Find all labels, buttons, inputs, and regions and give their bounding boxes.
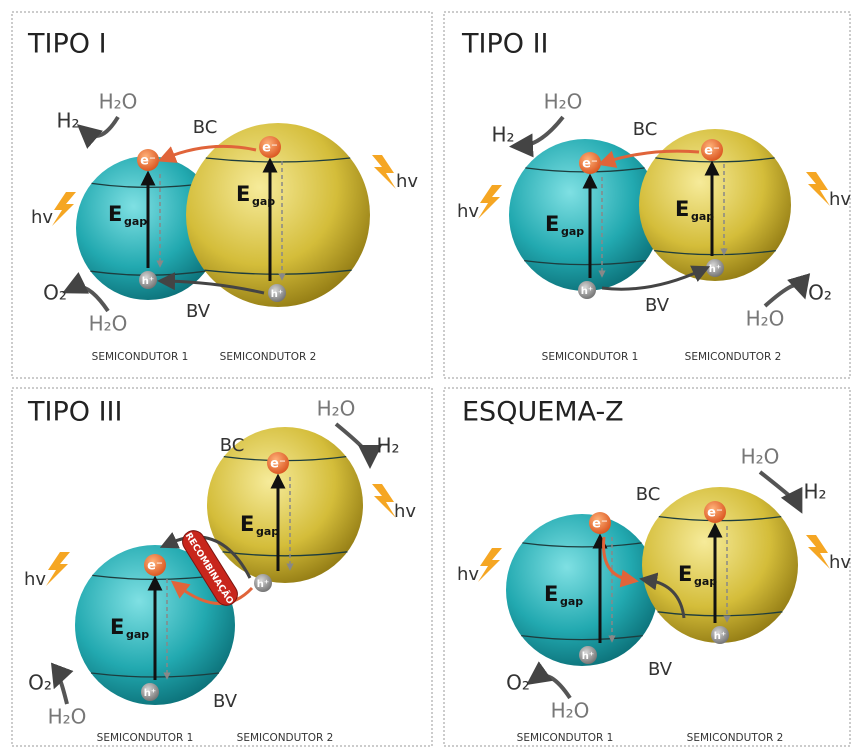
- semiconductor-label: SEMICONDUTOR 2: [687, 732, 784, 744]
- valence-band-label: BV: [186, 301, 211, 322]
- reactant-label: H₂O: [544, 90, 583, 114]
- panel-title: TIPO I: [27, 29, 107, 60]
- conduction-band-label: BC: [220, 435, 245, 456]
- lightning-icon: [372, 484, 396, 518]
- reactant-label: H₂O: [89, 312, 128, 336]
- gap-symbol: E: [675, 197, 689, 221]
- lightning-icon: [52, 192, 76, 226]
- gap-subscript: gap: [560, 595, 583, 608]
- gap-subscript: gap: [561, 225, 584, 238]
- hole-label: h⁺: [257, 579, 269, 590]
- lightning-icon: [46, 552, 70, 586]
- reactant-label: H₂O: [317, 397, 356, 421]
- valence-band-label: BV: [645, 295, 670, 316]
- gap-subscript: gap: [126, 628, 149, 641]
- oxidation-arrow: [536, 676, 570, 699]
- hole-label: h⁺: [582, 651, 594, 662]
- reactant-label: H₂O: [48, 705, 87, 729]
- product-label: O₂: [808, 281, 832, 305]
- electron-label: e⁻: [262, 141, 278, 156]
- reduction-arrow: [521, 117, 563, 146]
- gap-symbol: E: [240, 512, 254, 536]
- gap-symbol: E: [544, 582, 558, 606]
- hole-label: h⁺: [581, 286, 593, 297]
- gap-subscript: gap: [124, 215, 147, 228]
- semiconductor-label: SEMICONDUTOR 1: [97, 732, 194, 744]
- product-label: H₂: [56, 109, 79, 133]
- light-label: hv: [24, 569, 46, 590]
- reduction-arrow: [760, 472, 797, 503]
- lightning-icon: [806, 535, 830, 569]
- gap-subscript: gap: [691, 210, 714, 223]
- valence-band-label: BV: [648, 659, 673, 680]
- product-label: H₂: [491, 123, 514, 147]
- light-label: hv: [394, 501, 416, 522]
- reactant-label: H₂O: [99, 90, 138, 114]
- reactant-label: H₂O: [741, 445, 780, 469]
- electron-label: e⁻: [707, 506, 723, 521]
- gap-symbol: E: [678, 562, 692, 586]
- lightning-icon: [478, 548, 502, 582]
- light-label: hv: [457, 564, 479, 585]
- product-label: H₂: [376, 434, 399, 458]
- valence-band-label: BV: [213, 691, 238, 712]
- conduction-band-label: BC: [193, 117, 218, 138]
- hole-label: h⁺: [709, 264, 721, 275]
- panel-title: TIPO III: [27, 397, 122, 428]
- semiconductor-label: SEMICONDUTOR 1: [517, 732, 614, 744]
- gap-symbol: E: [236, 182, 250, 206]
- gap-subscript: gap: [252, 195, 275, 208]
- semiconductor-label: SEMICONDUTOR 2: [220, 351, 317, 363]
- conduction-band-label: BC: [633, 119, 658, 140]
- semiconductor-label: SEMICONDUTOR 2: [237, 732, 334, 744]
- semiconductor-label: SEMICONDUTOR 1: [92, 351, 189, 363]
- hole-label: h⁺: [714, 631, 726, 642]
- lightning-icon: [478, 185, 502, 219]
- panel-title: ESQUEMA-Z: [462, 397, 624, 428]
- diagram: TIPO I e⁻ h⁺ Egap hv SEMICONDUTOR 1 e⁻ h⁺ Egap hv…: [0, 0, 852, 747]
- light-label: hv: [31, 207, 53, 228]
- product-label: H₂: [803, 480, 826, 504]
- gap-subscript: gap: [694, 575, 717, 588]
- oxidation-arrow: [58, 678, 67, 704]
- reactant-label: H₂O: [746, 307, 785, 331]
- panel-title: TIPO II: [461, 29, 549, 60]
- lightning-icon: [806, 172, 830, 206]
- electron-label: e⁻: [147, 559, 163, 574]
- light-label: hv: [829, 552, 851, 573]
- product-label: O₂: [506, 671, 530, 695]
- lightning-icon: [372, 155, 396, 189]
- reduction-arrow: [86, 117, 118, 136]
- product-label: O₂: [43, 281, 67, 305]
- electron-label: e⁻: [704, 144, 720, 159]
- semiconductor-sphere: [506, 514, 658, 666]
- gap-symbol: E: [110, 615, 124, 639]
- electron-label: e⁻: [582, 157, 598, 172]
- gap-subscript: gap: [256, 525, 279, 538]
- semiconductor-label: SEMICONDUTOR 1: [542, 351, 639, 363]
- light-label: hv: [396, 171, 418, 192]
- hole-label: h⁺: [142, 276, 154, 287]
- electron-label: e⁻: [270, 457, 286, 472]
- electron-label: e⁻: [592, 517, 608, 532]
- electron-label: e⁻: [140, 154, 156, 169]
- oxidation-arrow: [73, 287, 108, 311]
- semiconductor-label: SEMICONDUTOR 2: [685, 351, 782, 363]
- gap-symbol: E: [108, 202, 122, 226]
- reactant-label: H₂O: [551, 699, 590, 723]
- hole-label: h⁺: [144, 688, 156, 699]
- hole-label: h⁺: [271, 289, 283, 300]
- gap-symbol: E: [545, 212, 559, 236]
- light-label: hv: [829, 189, 851, 210]
- oxidation-arrow: [765, 285, 802, 306]
- product-label: O₂: [28, 671, 52, 695]
- conduction-band-label: BC: [636, 484, 661, 505]
- light-label: hv: [457, 201, 479, 222]
